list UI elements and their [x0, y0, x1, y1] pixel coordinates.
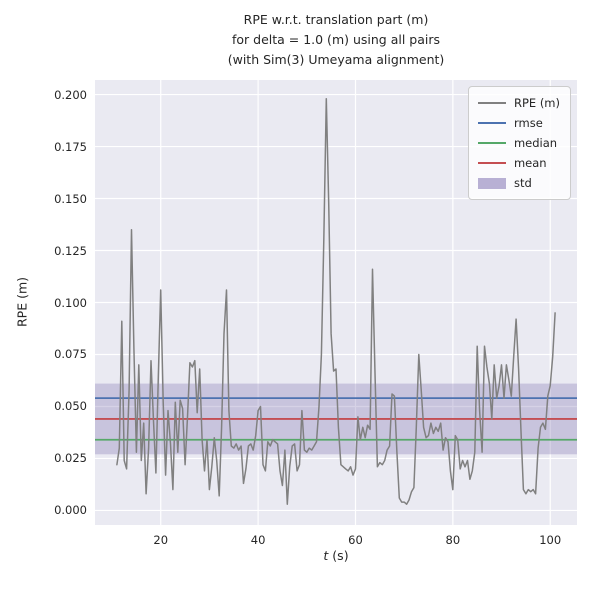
x-tick-label: 20 [153, 533, 169, 547]
legend-swatch-median [477, 142, 506, 144]
legend-label-std: std [513, 176, 532, 190]
y-tick-label: 0.075 [54, 347, 87, 362]
y-tick-label: 0.025 [54, 451, 87, 466]
legend-item-median: median [477, 133, 560, 153]
x-axis-label: t (s) [95, 548, 577, 563]
y-axis-label: RPE (m) [14, 276, 30, 328]
chart-title: RPE w.r.t. translation part (m) for delt… [95, 10, 577, 70]
x-axis-label-unit: (s) [328, 548, 349, 563]
legend-item-rpe: RPE (m) [477, 93, 560, 113]
legend-label-mean: mean [513, 156, 547, 170]
legend-swatch-mean [477, 162, 506, 164]
y-tick-label: 0.200 [54, 87, 87, 102]
legend-swatch-rmse [477, 122, 506, 124]
legend-swatch-std [477, 177, 506, 189]
chart-title-line-1: RPE w.r.t. translation part (m) [243, 12, 429, 27]
legend-item-mean: mean [477, 153, 560, 173]
y-tick-label: 0.125 [54, 243, 87, 258]
y-tick-label: 0.150 [54, 191, 87, 206]
chart-title-line-2: for delta = 1.0 (m) using all pairs [231, 32, 441, 47]
x-tick-label: 60 [348, 533, 363, 547]
y-tick-label: 0.000 [54, 503, 87, 518]
y-tick-label: 0.100 [54, 295, 87, 310]
legend-label-median: median [513, 136, 558, 150]
x-tick-label: 40 [250, 533, 266, 547]
y-tick-label: 0.050 [54, 399, 87, 414]
legend-label-rpe: RPE (m) [513, 96, 560, 110]
x-axis-label-variable: t [323, 548, 329, 563]
legend-item-rmse: rmse [477, 113, 560, 133]
legend: RPE (m) rmse median mean std [467, 86, 571, 200]
legend-item-std: std [477, 173, 560, 193]
rpe-line [116, 97, 556, 505]
x-tick-label: 100 [539, 533, 562, 547]
chart-title-line-3: (with Sim(3) Umeyama alignment) [227, 52, 445, 67]
legend-label-rmse: rmse [513, 116, 543, 130]
y-tick-label: 0.175 [54, 139, 87, 154]
x-tick-label: 80 [445, 533, 461, 547]
legend-swatch-rpe [477, 102, 506, 104]
